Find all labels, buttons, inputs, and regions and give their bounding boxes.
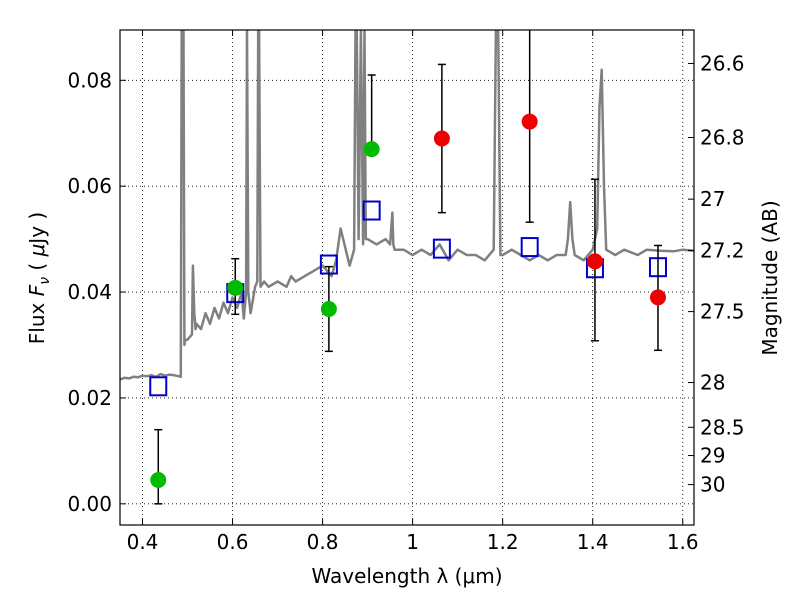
axes: 0.4 0.6 0.8 1 1.2 1.4 1.6 0.00 0.02 0.04 0.06 0.08 2… xyxy=(67,30,745,554)
plot-frame xyxy=(119,29,695,526)
x-axis-label: Wavelength λ (μm) xyxy=(311,564,502,588)
magnitude-tick-label: 30 xyxy=(700,473,725,497)
x-tick-label: 1 xyxy=(406,530,419,554)
x-tick-label: 1.4 xyxy=(577,530,609,554)
red-photometry-point xyxy=(521,113,538,130)
green-photometry-point xyxy=(320,301,337,317)
y-axis-label: Flux Fν ( μJy ) xyxy=(25,212,53,344)
y-tick-label: 0.02 xyxy=(67,386,112,410)
red-photometry-point xyxy=(433,130,450,147)
model-photometry-box xyxy=(149,376,168,397)
grid xyxy=(120,30,694,525)
magnitude-tick-label: 28.5 xyxy=(700,415,745,439)
magnitude-tick-label: 29 xyxy=(700,444,725,468)
y-tick-label: 0.04 xyxy=(67,280,112,304)
model-spectrum-line xyxy=(120,30,694,381)
magnitude-tick-label: 27 xyxy=(700,187,725,211)
y-tick-label: 0.00 xyxy=(67,492,112,516)
magnitude-tick-label: 28 xyxy=(700,371,725,395)
model-photometry-box xyxy=(362,200,381,221)
y-tick-label: 0.08 xyxy=(67,68,112,92)
magnitude-tick-label: 27.2 xyxy=(700,238,745,262)
x-tick-label: 0.6 xyxy=(217,530,249,554)
magnitude-tick-label: 26.6 xyxy=(700,51,745,75)
x-tick-label: 1.2 xyxy=(487,530,519,554)
x-tick-label: 1.6 xyxy=(667,530,699,554)
model-photometry-box xyxy=(520,237,539,258)
model-photometry-box xyxy=(432,238,451,259)
y-tick-label: 0.06 xyxy=(67,174,112,198)
green-photometry-point xyxy=(150,472,167,488)
magnitude-tick-label: 26.8 xyxy=(700,126,745,150)
magnitude-tick-label: 27.5 xyxy=(700,300,745,324)
plot-area xyxy=(120,30,694,505)
green-photometry-point xyxy=(363,141,380,158)
red-photometry-point xyxy=(586,253,603,270)
y-axis-right-label: Magnitude (AB) xyxy=(758,200,782,355)
red-photometry-point xyxy=(649,289,666,306)
x-tick-label: 0.8 xyxy=(307,530,339,554)
x-tick-label: 0.4 xyxy=(127,530,159,554)
green-photometry-point xyxy=(227,279,244,296)
